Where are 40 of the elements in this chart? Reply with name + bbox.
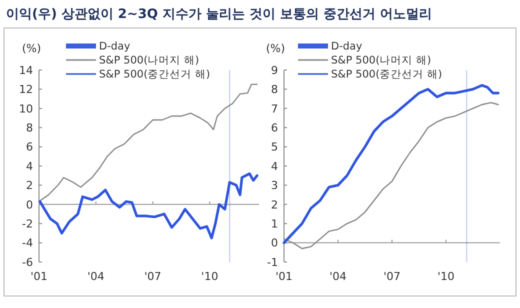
x-tick-label: '04	[87, 270, 104, 283]
legend-label: S&P 500(중간선거 해)	[99, 68, 210, 81]
y-tick-label: 8	[271, 83, 278, 96]
y-tick-label: 0	[26, 198, 33, 212]
legend-label: D-day	[331, 40, 362, 53]
y-tick-label: 8	[26, 121, 33, 134]
y-tick-label: -1	[267, 256, 278, 269]
y-tick-label: 4	[271, 160, 278, 173]
x-tick-label: '01	[275, 270, 293, 283]
y-tick-label: 2	[26, 179, 33, 192]
x-tick-label: '07	[383, 270, 401, 283]
y-tick-label: -4	[22, 236, 33, 250]
x-tick-label: '01	[30, 270, 48, 283]
y-tick-label: 3	[271, 179, 278, 192]
legend-label: S&P 500(나머지 해)	[331, 54, 432, 67]
y-axis-title: (%)	[22, 42, 42, 55]
y-tick-label: 2	[271, 198, 278, 212]
y-tick-label: 10	[19, 102, 33, 116]
x-tick-label: '04	[329, 270, 347, 283]
y-tick-label: -2	[22, 217, 33, 230]
y-tick-label: 9	[271, 64, 278, 77]
legend-label: S&P 500(중간선거 해)	[331, 68, 442, 81]
y-tick-label: 4	[26, 160, 33, 173]
y-tick-label: 5	[271, 140, 278, 154]
y-tick-label: 0	[271, 236, 278, 250]
y-tick-label: 7	[271, 102, 278, 116]
chart-title: 이익(우) 상관없이 2~3Q 지수가 눌리는 것이 보통의 중간선거 어노멀리	[6, 7, 432, 22]
y-tick-label: 12	[19, 83, 33, 96]
line-series	[38, 172, 258, 240]
x-tick-label: '10	[437, 270, 455, 283]
y-axis-title: (%)	[266, 42, 286, 55]
y-tick-label: 6	[271, 121, 278, 134]
legend-label: D-day	[99, 40, 130, 53]
x-tick-label: '10	[201, 270, 218, 283]
y-tick-label: 1	[271, 217, 278, 230]
legend-label: S&P 500(나머지 해)	[99, 54, 200, 67]
x-tick-label: '07	[144, 270, 162, 283]
y-tick-label: -6	[22, 256, 33, 269]
y-tick-label: 14	[19, 64, 33, 77]
y-tick-label: 6	[26, 140, 33, 154]
